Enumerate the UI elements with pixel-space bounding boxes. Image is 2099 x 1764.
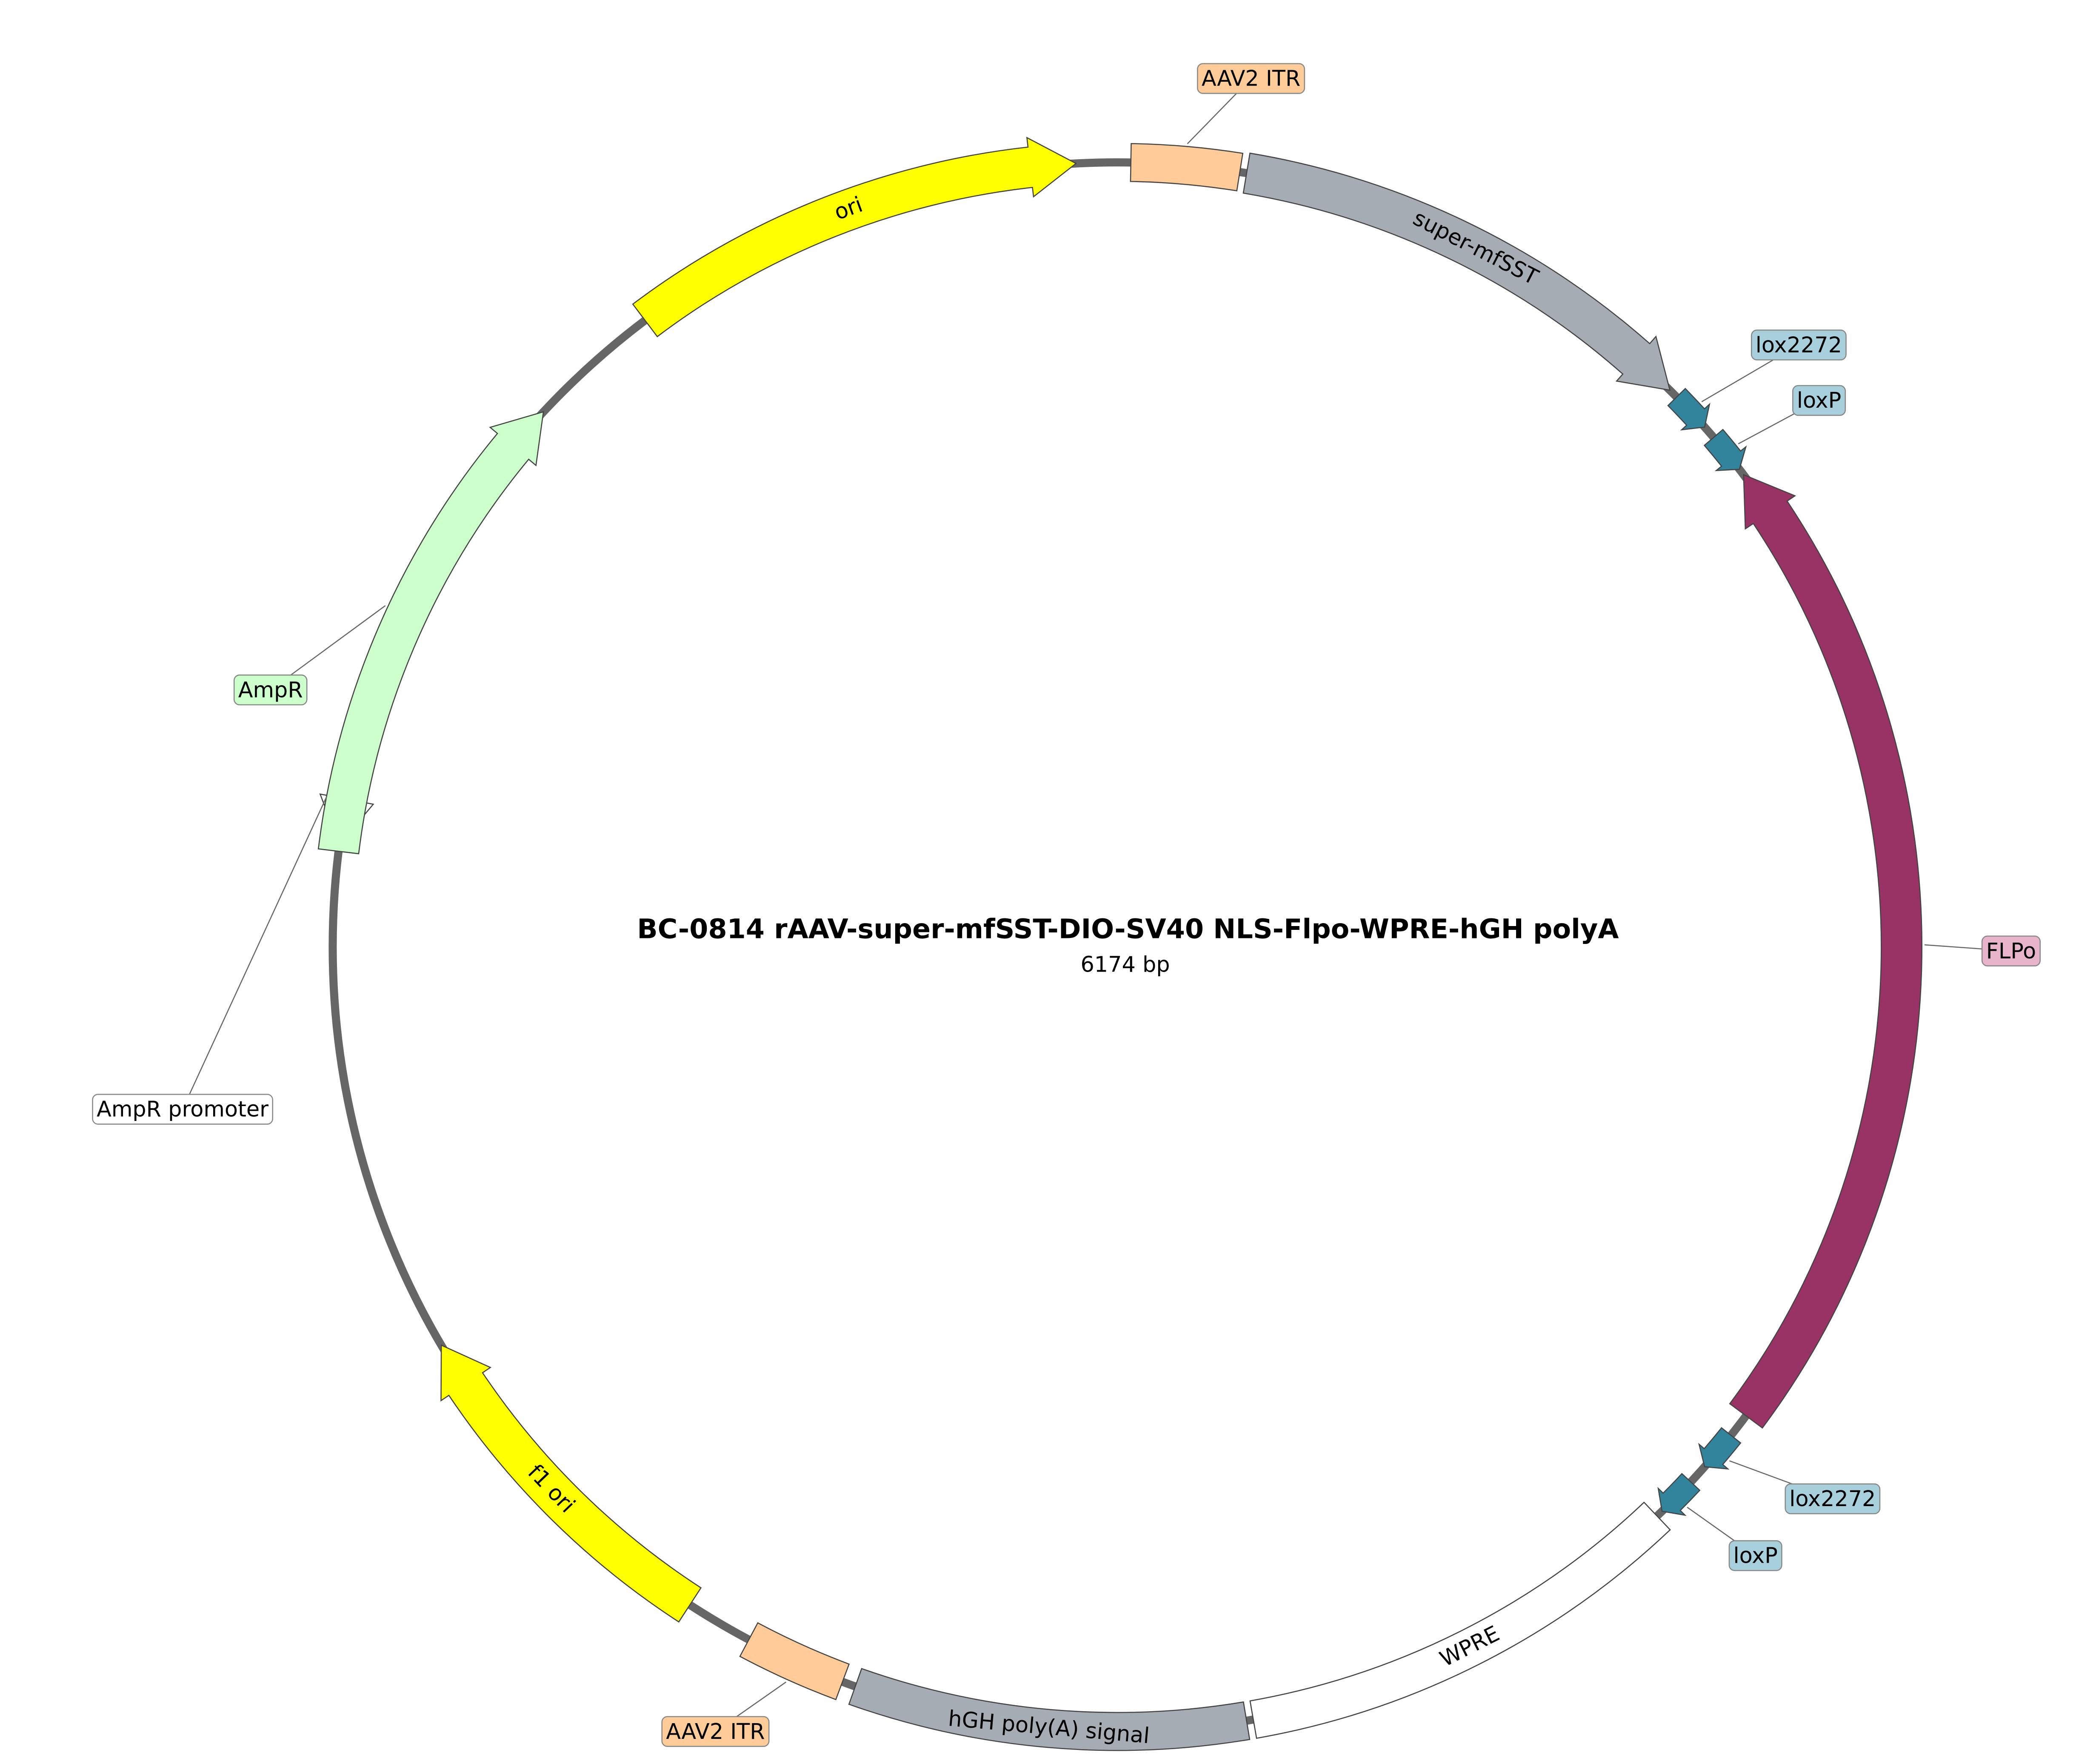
feature-label: AmpR promoter <box>97 1097 268 1122</box>
label-background <box>92 1094 273 1125</box>
label-background <box>661 1716 770 1747</box>
label-box: lox2272 <box>1751 329 1847 360</box>
subtitle: 6174 bp <box>1080 952 1170 977</box>
label-box: AAV2 ITR <box>661 1716 770 1747</box>
feature-label: AAV2 ITR <box>666 1719 765 1744</box>
label-box: AmpR promoter <box>92 1094 273 1125</box>
feature-label: AAV2 ITR <box>1202 66 1300 91</box>
feature <box>1242 152 1671 391</box>
label-background <box>1751 329 1847 360</box>
label-background <box>1728 1540 1782 1571</box>
features <box>317 137 1923 1751</box>
label-background <box>1197 63 1305 94</box>
title: BC-0814 rAAV-super-mfSST-DIO-SV40 NLS-Fl… <box>637 913 1619 945</box>
feature <box>1130 143 1244 192</box>
feature <box>1249 1501 1671 1739</box>
label-background <box>1981 935 2041 966</box>
feature <box>317 411 544 855</box>
feature-label: loxP <box>1733 1543 1777 1568</box>
feature <box>739 1622 850 1701</box>
feature <box>1667 388 1711 431</box>
feature-label: FLPo <box>1986 938 2036 963</box>
label-box: FLPo <box>1981 935 2041 966</box>
feature <box>632 137 1077 337</box>
feature <box>1657 1472 1701 1516</box>
feature-label: loxP <box>1797 388 1841 413</box>
feature <box>848 1668 1251 1751</box>
label-box: AAV2 ITR <box>1197 63 1305 94</box>
feature-label: lox2272 <box>1756 332 1842 357</box>
label-box: loxP <box>1728 1540 1782 1571</box>
label-background <box>1792 385 1846 416</box>
label-background <box>233 674 308 706</box>
label-box: AmpR <box>233 674 308 706</box>
feature <box>440 1344 702 1623</box>
label-box: lox2272 <box>1785 1483 1881 1515</box>
feature <box>1703 429 1747 472</box>
feature-label: lox2272 <box>1789 1486 1876 1511</box>
feature <box>1729 474 1923 1429</box>
callout-line <box>182 796 327 1110</box>
feature <box>1698 1427 1742 1470</box>
feature-label: AmpR <box>238 677 303 702</box>
label-box: loxP <box>1792 385 1846 416</box>
label-background <box>1785 1483 1881 1515</box>
